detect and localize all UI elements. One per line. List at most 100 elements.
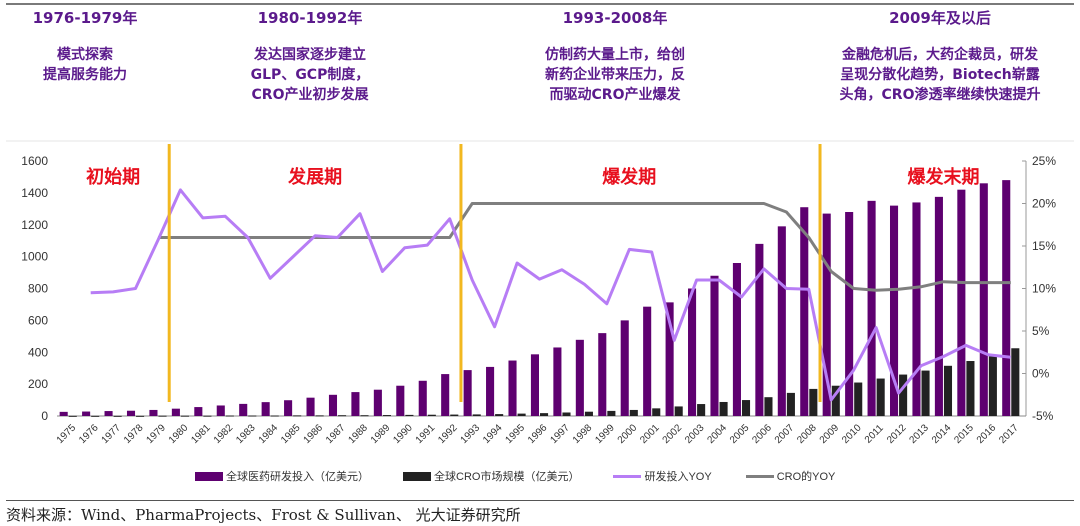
bar-cro-market (225, 415, 234, 417)
bar-rd-investment (351, 392, 360, 416)
line-cro-yoy (158, 202, 1011, 292)
bar-rd-investment (508, 360, 517, 416)
bar-cro-market (854, 382, 863, 416)
phase-years: 1993-2008年 (562, 9, 668, 27)
legend-swatch (745, 474, 774, 478)
top-rule (6, 3, 1074, 5)
bar-cro-market (382, 415, 391, 417)
x-tick-label: 1980 (167, 422, 191, 446)
bar-cro-market (719, 401, 728, 416)
x-tick-label: 1977 (100, 422, 124, 446)
bar-rd-investment (934, 196, 943, 416)
bar-cro-market (180, 415, 190, 417)
bar-rd-investment (59, 411, 68, 416)
x-tick-label: 1994 (481, 422, 505, 446)
bar-rd-investment (82, 411, 91, 416)
bar-rd-investment (171, 408, 180, 416)
legend-swatch (195, 471, 223, 481)
x-tick-label: 1981 (189, 422, 213, 446)
bar-rd-investment (1002, 180, 1011, 416)
x-tick-label: 2001 (638, 422, 662, 446)
bar-cro-market (629, 409, 638, 416)
bar-cro-market (809, 388, 818, 416)
x-tick-label: 1995 (504, 422, 528, 446)
bar-cro-market (360, 415, 369, 417)
phase-header-2009: 2009年及以后 金融危机后，大药企裁员，研发 呈现分散化趋势，Biotech崭… (810, 8, 1070, 105)
bar-cro-market (293, 415, 302, 417)
y-tick-label-right: 0% (1032, 367, 1050, 381)
line-rd-yoy (90, 188, 1011, 402)
x-tick-label: 2013 (907, 422, 931, 446)
stage-label: 初始期 (86, 166, 140, 188)
bar-rd-investment (486, 366, 495, 416)
x-tick-label: 2010 (840, 422, 864, 446)
phase-description: 金融危机后，大药企裁员，研发 呈现分散化趋势，Biotech崭露 头角，CRO渗… (839, 47, 1041, 103)
bar-cro-market (741, 400, 751, 416)
x-tick-label: 1988 (346, 422, 370, 446)
bar-rd-investment (732, 263, 741, 416)
bar-cro-market (495, 414, 504, 416)
bar-rd-investment (104, 411, 113, 416)
bar-cro-market (450, 414, 459, 416)
bar-cro-market (338, 415, 347, 417)
bar-rd-investment (845, 212, 854, 416)
stage-label: 爆发末期 (907, 166, 979, 188)
bar-rd-investment (777, 226, 786, 416)
bar-rd-investment (643, 306, 652, 416)
phase-description: 模式探索 提高服务能力 (43, 47, 127, 83)
legend-item-cro-market: 全球CRO市场规模（亿美元） (403, 468, 579, 484)
y-tick-label-left: 600 (28, 313, 48, 327)
bar-rd-investment (665, 302, 674, 416)
bar-cro-market (988, 356, 997, 416)
bar-cro-market (1011, 348, 1020, 416)
x-tick-label: 1997 (548, 422, 572, 446)
legend-label: 全球CRO市场规模（亿美元） (434, 471, 580, 483)
bar-cro-market (562, 412, 571, 416)
legend-item-rd-investment: 全球医药研发投入（亿美元） (195, 468, 369, 484)
legend-label: CRO的YOY (776, 471, 836, 483)
bar-rd-investment (261, 402, 270, 416)
bar-cro-market (697, 404, 706, 416)
bar-rd-investment (553, 347, 562, 416)
phase-years: 2009年及以后 (889, 9, 991, 27)
bar-cro-market (764, 397, 773, 416)
y-tick-label-left: 1600 (21, 154, 48, 168)
bar-rd-investment (530, 354, 539, 416)
source-note: 资料来源：Wind、PharmaProjects、Frost & Sulliva… (6, 506, 521, 524)
x-tick-label: 2008 (795, 422, 819, 446)
bar-cro-market (472, 414, 481, 416)
legend: 全球医药研发投入（亿美元） 全球CRO市场规模（亿美元） 研发投入YOY CRO… (195, 468, 835, 484)
phase-description: 仿制药大量上市，给创 新药企业带来压力，反 而驱动CRO产业爆发 (545, 47, 685, 103)
bar-cro-market (270, 415, 279, 417)
bar-cro-market (248, 415, 257, 417)
y-tick-label-left: 0 (41, 409, 48, 423)
bar-rd-investment (688, 288, 697, 416)
bar-rd-investment (889, 205, 899, 416)
x-tick-label: 2003 (683, 422, 707, 446)
x-tick-label: 1982 (212, 422, 236, 446)
bar-cro-market (158, 415, 167, 417)
bar-rd-investment (463, 370, 472, 416)
bar-rd-investment (373, 389, 382, 416)
y-tick-label-right: 15% (1032, 239, 1056, 253)
bar-cro-market (540, 413, 549, 416)
x-tick-label: 2002 (661, 422, 685, 446)
bar-cro-market (91, 415, 100, 417)
y-tick-label-right: 25% (1032, 154, 1056, 168)
bar-cro-market (786, 392, 795, 416)
bar-cro-market (966, 361, 975, 416)
y-tick-label-left: 1400 (21, 186, 48, 200)
bar-rd-investment (418, 380, 427, 416)
legend-swatch (403, 471, 431, 481)
x-tick-label: 1991 (414, 422, 438, 446)
x-tick-label: 2007 (773, 422, 797, 446)
x-tick-label: 1993 (459, 422, 483, 446)
x-tick-label: 1990 (391, 422, 415, 446)
x-tick-label: 2014 (930, 422, 954, 446)
x-tick-label: 1975 (55, 422, 79, 446)
x-tick-label: 1984 (257, 422, 281, 446)
bar-cro-market (68, 415, 77, 417)
bar-cro-market (203, 415, 212, 417)
legend-swatch (613, 474, 642, 478)
x-tick-label: 1986 (302, 422, 326, 446)
